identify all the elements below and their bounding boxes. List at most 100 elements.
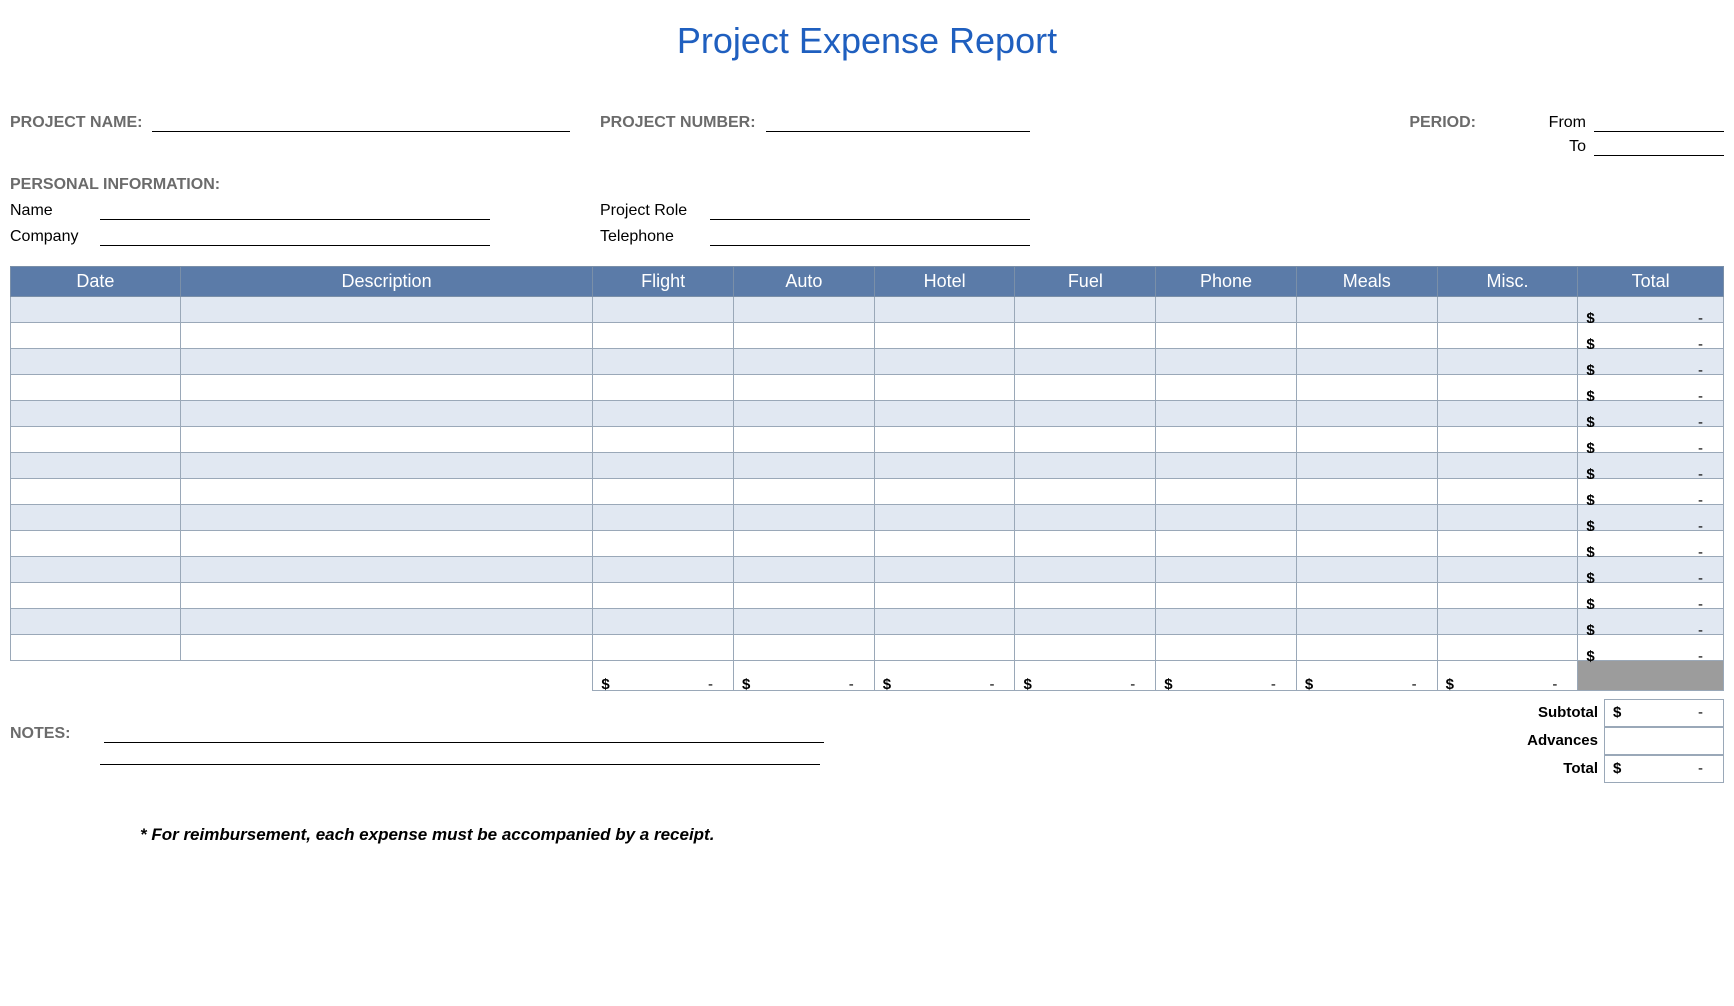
table-cell[interactable] (180, 427, 592, 453)
table-cell[interactable] (734, 375, 875, 401)
table-cell[interactable] (1296, 427, 1437, 453)
table-cell[interactable] (1296, 297, 1437, 323)
table-cell[interactable] (593, 453, 734, 479)
table-cell[interactable] (180, 531, 592, 557)
table-cell[interactable] (593, 401, 734, 427)
table-cell[interactable] (1156, 635, 1297, 661)
table-cell[interactable] (180, 453, 592, 479)
table-cell[interactable] (593, 505, 734, 531)
table-cell[interactable] (874, 453, 1015, 479)
table-cell[interactable] (1437, 401, 1578, 427)
table-cell[interactable] (734, 453, 875, 479)
table-cell[interactable] (874, 297, 1015, 323)
table-cell[interactable] (11, 297, 181, 323)
table-cell[interactable] (593, 557, 734, 583)
table-cell[interactable] (734, 479, 875, 505)
table-cell[interactable] (1296, 531, 1437, 557)
table-cell[interactable] (1156, 505, 1297, 531)
table-cell[interactable] (1156, 583, 1297, 609)
table-cell[interactable] (1015, 349, 1156, 375)
table-cell[interactable] (734, 401, 875, 427)
table-cell[interactable] (1156, 297, 1297, 323)
table-cell[interactable] (874, 531, 1015, 557)
table-cell[interactable] (874, 609, 1015, 635)
table-cell[interactable] (1015, 531, 1156, 557)
table-cell[interactable] (180, 557, 592, 583)
table-cell[interactable] (1296, 635, 1437, 661)
table-cell[interactable] (180, 583, 592, 609)
table-cell[interactable] (180, 609, 592, 635)
table-cell[interactable] (11, 505, 181, 531)
table-cell[interactable] (593, 375, 734, 401)
table-cell[interactable] (1296, 479, 1437, 505)
table-cell[interactable] (1296, 375, 1437, 401)
table-cell[interactable] (1437, 297, 1578, 323)
notes-line-1[interactable] (104, 723, 824, 743)
table-cell[interactable] (1015, 375, 1156, 401)
table-cell[interactable] (874, 557, 1015, 583)
table-cell[interactable] (593, 297, 734, 323)
table-cell[interactable] (1015, 609, 1156, 635)
table-cell[interactable] (734, 635, 875, 661)
table-cell[interactable] (1437, 609, 1578, 635)
table-cell[interactable] (1015, 323, 1156, 349)
table-cell[interactable] (1296, 557, 1437, 583)
table-cell[interactable] (1156, 609, 1297, 635)
table-cell[interactable] (1156, 531, 1297, 557)
table-cell[interactable] (1156, 427, 1297, 453)
project-role-input-line[interactable] (710, 200, 1030, 220)
table-cell[interactable] (1015, 401, 1156, 427)
table-cell[interactable] (11, 401, 181, 427)
table-cell[interactable] (1296, 583, 1437, 609)
table-cell[interactable] (1015, 557, 1156, 583)
table-cell[interactable] (1437, 349, 1578, 375)
table-cell[interactable] (593, 479, 734, 505)
table-cell[interactable] (1437, 635, 1578, 661)
table-cell[interactable] (874, 401, 1015, 427)
table-cell[interactable] (1296, 609, 1437, 635)
table-cell[interactable] (1437, 505, 1578, 531)
table-cell[interactable] (1437, 531, 1578, 557)
table-cell[interactable] (1437, 453, 1578, 479)
table-cell[interactable] (874, 479, 1015, 505)
table-cell[interactable] (734, 609, 875, 635)
table-cell[interactable] (1437, 479, 1578, 505)
table-cell[interactable] (11, 375, 181, 401)
table-cell[interactable] (593, 349, 734, 375)
table-cell[interactable] (1156, 479, 1297, 505)
table-cell[interactable] (734, 323, 875, 349)
table-cell[interactable] (874, 427, 1015, 453)
table-cell[interactable] (1437, 323, 1578, 349)
table-cell[interactable] (874, 323, 1015, 349)
table-cell[interactable] (593, 531, 734, 557)
table-cell[interactable] (11, 323, 181, 349)
table-cell[interactable] (180, 297, 592, 323)
table-cell[interactable] (11, 583, 181, 609)
table-cell[interactable] (734, 349, 875, 375)
table-cell[interactable] (1156, 349, 1297, 375)
table-cell[interactable] (593, 583, 734, 609)
table-cell[interactable] (1015, 453, 1156, 479)
notes-line-2[interactable] (100, 743, 820, 765)
table-cell[interactable] (734, 297, 875, 323)
company-input-line[interactable] (100, 226, 490, 246)
table-cell[interactable] (874, 349, 1015, 375)
table-cell[interactable] (1156, 323, 1297, 349)
table-cell[interactable] (1156, 375, 1297, 401)
project-name-input-line[interactable] (152, 112, 570, 132)
table-cell[interactable] (734, 531, 875, 557)
table-cell[interactable] (593, 427, 734, 453)
to-input-line[interactable] (1594, 136, 1724, 156)
table-cell[interactable] (734, 427, 875, 453)
table-cell[interactable] (1437, 427, 1578, 453)
telephone-input-line[interactable] (710, 226, 1030, 246)
table-cell[interactable] (11, 427, 181, 453)
table-cell[interactable] (593, 635, 734, 661)
table-cell[interactable] (180, 505, 592, 531)
table-cell[interactable] (180, 323, 592, 349)
table-cell[interactable] (11, 479, 181, 505)
table-cell[interactable] (1015, 297, 1156, 323)
table-cell[interactable] (1296, 349, 1437, 375)
name-input-line[interactable] (100, 200, 490, 220)
table-cell[interactable] (180, 401, 592, 427)
